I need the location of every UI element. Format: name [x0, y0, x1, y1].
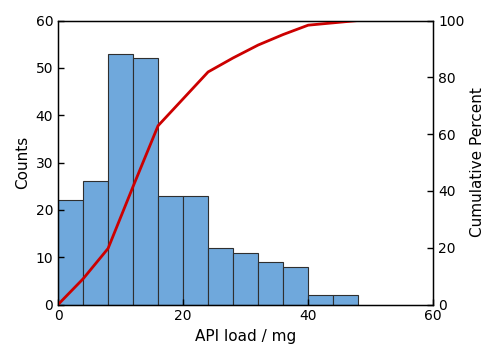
- Bar: [283, 267, 308, 304]
- Bar: [333, 295, 358, 304]
- Y-axis label: Cumulative Percent: Cumulative Percent: [470, 88, 485, 238]
- Y-axis label: Counts: Counts: [15, 136, 30, 189]
- Bar: [158, 196, 183, 304]
- X-axis label: API load / mg: API load / mg: [195, 329, 296, 344]
- Bar: [258, 262, 283, 304]
- Bar: [208, 248, 233, 304]
- Bar: [308, 295, 333, 304]
- Bar: [83, 182, 108, 304]
- Bar: [58, 200, 83, 304]
- Bar: [233, 252, 258, 304]
- Bar: [133, 59, 158, 304]
- Bar: [108, 53, 133, 304]
- Bar: [183, 196, 208, 304]
